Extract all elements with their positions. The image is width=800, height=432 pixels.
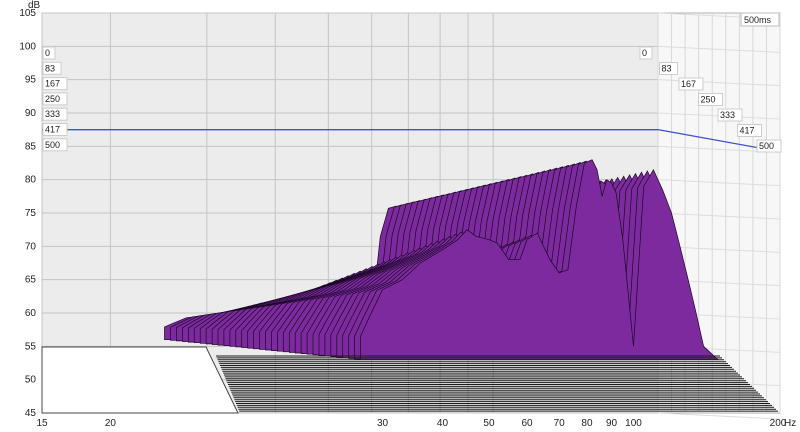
time-label-left: 250 bbox=[45, 94, 60, 104]
y-tick-label: 55 bbox=[25, 341, 37, 352]
time-label-box bbox=[42, 46, 56, 60]
time-range-label: 500ms bbox=[744, 15, 772, 25]
y-tick-label: 45 bbox=[25, 408, 37, 419]
time-label-right: 333 bbox=[720, 110, 735, 120]
x-tick-label: 80 bbox=[581, 418, 593, 429]
waterfall-slices bbox=[164, 159, 719, 361]
time-label-left: 333 bbox=[45, 109, 60, 119]
x-tick-label: 20 bbox=[105, 418, 117, 429]
y-tick-label: 60 bbox=[25, 308, 37, 319]
time-label-box bbox=[42, 123, 68, 136]
x-tick-label: 200 bbox=[770, 418, 787, 429]
axes: 45 50 55 60 65 70 75 80 85 90 95 100 105 15 20 30 40 50 60… bbox=[19, 8, 786, 429]
time-label-right: 167 bbox=[681, 79, 696, 89]
time-label-box bbox=[678, 77, 704, 91]
time-label-box bbox=[42, 61, 62, 75]
x-tick-label: 100 bbox=[625, 418, 642, 429]
time-label-right: 417 bbox=[740, 126, 755, 136]
x-tick-label: 30 bbox=[377, 418, 389, 429]
x-tick-label: 50 bbox=[483, 418, 495, 429]
y-tick-label: 75 bbox=[25, 208, 37, 219]
time-label-left: 83 bbox=[45, 63, 55, 73]
time-label-box bbox=[42, 107, 68, 121]
y-tick-label: 65 bbox=[25, 275, 37, 286]
y-tick-label: 100 bbox=[19, 41, 36, 52]
time-label-right: 0 bbox=[642, 48, 647, 58]
side-gridline bbox=[657, 45, 781, 53]
side-gridline bbox=[657, 412, 781, 420]
y-tick-label: 105 bbox=[19, 8, 36, 19]
x-tick-label: 90 bbox=[606, 418, 618, 429]
y-axis-unit-label: dB bbox=[28, 0, 41, 11]
waterfall-slice bbox=[360, 159, 719, 361]
x-tick-label: 60 bbox=[521, 418, 533, 429]
time-label-box bbox=[42, 138, 68, 152]
side-gridline bbox=[657, 179, 781, 187]
x-axis-unit-label: Hz bbox=[784, 418, 796, 429]
y-tick-label: 85 bbox=[25, 141, 37, 152]
y-tick-label: 70 bbox=[25, 241, 37, 252]
time-label-left: 417 bbox=[45, 125, 60, 135]
floor-left-wall bbox=[41, 346, 239, 414]
floor-shadow bbox=[41, 346, 778, 414]
time-label-left: 0 bbox=[45, 48, 50, 58]
y-tick-label: 80 bbox=[25, 175, 37, 186]
side-gridline bbox=[657, 212, 781, 220]
x-tick-label: 40 bbox=[437, 418, 449, 429]
time-label-box bbox=[756, 139, 782, 153]
side-gridline bbox=[657, 79, 781, 87]
time-label-box bbox=[717, 108, 743, 122]
time-range-box bbox=[740, 12, 780, 27]
time-label-box bbox=[639, 46, 653, 60]
y-tick-label: 50 bbox=[25, 375, 37, 386]
y-tick-label: 95 bbox=[25, 75, 37, 86]
time-labels-left: 0 83 167 250 333 417 500 bbox=[42, 46, 68, 152]
x-tick-label: 15 bbox=[36, 418, 48, 429]
time-label-box bbox=[659, 62, 678, 75]
x-tick-label: 70 bbox=[554, 418, 566, 429]
time-label-box bbox=[42, 92, 68, 106]
time-label-box bbox=[42, 77, 68, 91]
time-label-left: 500 bbox=[45, 140, 60, 150]
y-tick-label: 90 bbox=[25, 108, 37, 119]
time-label-box bbox=[737, 124, 762, 137]
time-label-right: 83 bbox=[662, 64, 672, 74]
time-label-right: 250 bbox=[701, 95, 716, 105]
time-labels-right: 0 83 167 250 333 417 500 bbox=[639, 46, 782, 153]
time-label-right: 500 bbox=[759, 141, 774, 151]
time-label-box bbox=[698, 93, 723, 106]
time-label-left: 167 bbox=[45, 79, 60, 89]
